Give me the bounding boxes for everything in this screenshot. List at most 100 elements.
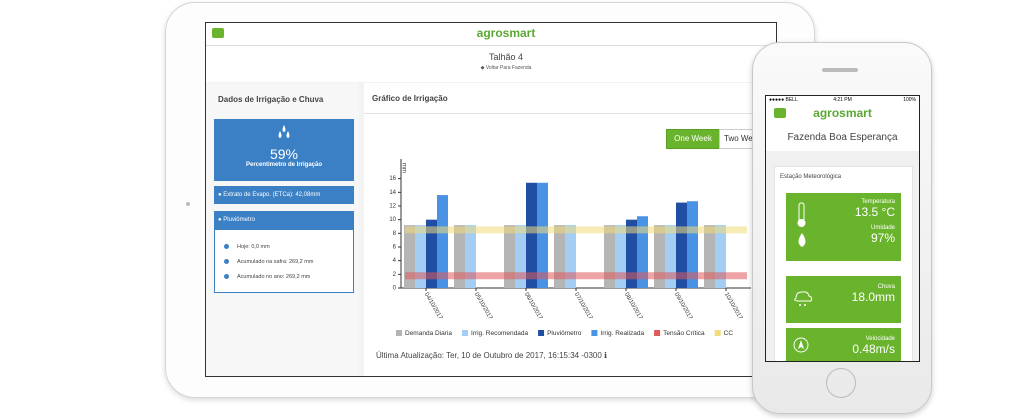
bar	[565, 225, 576, 288]
bar	[676, 202, 687, 288]
bar	[526, 182, 537, 288]
battery: 100%	[903, 97, 916, 103]
percent-value: 59%	[269, 146, 299, 162]
y-tick-label: 0	[393, 286, 397, 292]
card-label: Chuva	[877, 284, 895, 290]
chart: mm 0 2 4 6 8 10 12 14 16 04/10/2017 05/10/2017 06/10…	[389, 159, 751, 337]
card-value: 97%	[870, 231, 895, 245]
pluviometro-list	[214, 229, 354, 293]
pluviometro-item: Acumulado na safra: 269,2 mm	[224, 254, 313, 269]
item-text: Acumulado no ano: 269,2 mm	[237, 273, 311, 280]
bar	[665, 225, 676, 288]
x-tick-label: 08/10/2017	[623, 292, 644, 322]
bullet	[224, 244, 229, 249]
item-text: Hoje: 0,0 mm	[237, 243, 270, 250]
back-link[interactable]: ◆ Voltar Para Fazenda	[480, 65, 532, 71]
menu-button[interactable]	[774, 108, 786, 118]
carrier-name: BELL	[785, 97, 798, 103]
legend-swatch	[538, 330, 545, 336]
x-tick-label: 09/10/2017	[673, 292, 694, 322]
bar	[637, 216, 648, 288]
bar	[454, 225, 465, 288]
logo: agrosmart	[813, 106, 872, 120]
pluviometro-title: Pluviômetro	[223, 217, 255, 223]
last-update-text: Última Atualização: Ter, 10 de Outubro d…	[376, 351, 602, 360]
station-title: Estação Meteorológica	[780, 174, 842, 180]
pluviometro-item: Acumulado no ano: 269,2 mm	[224, 269, 313, 284]
phone-header	[766, 96, 919, 151]
item-text: Acumulado na safra: 269,2 mm	[237, 258, 314, 265]
pluviometro-header: ● Pluviômetro	[214, 211, 354, 229]
pluviometro-item: Hoje: 0,0 mm	[224, 239, 313, 254]
x-tick-label: 06/10/2017	[523, 292, 544, 322]
bar	[715, 225, 726, 288]
card-value: 13.5 °C	[854, 205, 895, 219]
card-value: 18.0mm	[851, 290, 895, 304]
legend-swatch	[654, 330, 661, 336]
back-link-text[interactable]: Voltar Para Fazenda	[485, 65, 532, 71]
x-tick-label: 07/10/2017	[573, 292, 594, 322]
percent-box: 59% Percentimetro de Irrigação	[214, 119, 354, 181]
chart-panel-title: Gráfico de Irrigação	[372, 94, 448, 103]
bar	[426, 219, 437, 288]
top-bar	[206, 23, 776, 46]
y-tick-label: 10	[389, 217, 396, 223]
legend-label: Tensão Crítica	[663, 330, 705, 337]
bar	[404, 225, 415, 288]
header	[206, 46, 776, 82]
bar	[415, 225, 426, 288]
bar	[437, 195, 448, 288]
legend-label: Irrig. Realizada	[600, 330, 644, 337]
pluviometro-items: Hoje: 0,0 mm Acumulado na safra: 269,2 mm…	[224, 239, 313, 284]
tablet-screen: agrosmart Talhão 4 ◆ Voltar Para Fazenda…	[205, 22, 777, 377]
logo: agrosmart	[476, 26, 536, 40]
home-button[interactable]	[826, 368, 856, 398]
bar	[615, 225, 626, 288]
bullet	[224, 259, 229, 264]
y-tick-label: 2	[393, 272, 397, 278]
legend-label: Pluviômetro	[547, 330, 582, 337]
phone-speaker	[822, 68, 858, 72]
card-label: Umidade	[870, 225, 895, 231]
card-label: Temperatura	[861, 199, 895, 205]
percent-label: Percentimetro de Irrigação	[245, 162, 323, 168]
bar	[554, 225, 565, 288]
legend-label: CC	[724, 330, 734, 337]
rain-icon	[794, 291, 813, 306]
bar	[465, 225, 476, 288]
legend-swatch	[396, 330, 402, 336]
tablet-camera	[186, 202, 190, 206]
y-axis-label: mm	[400, 163, 406, 173]
divider	[364, 113, 776, 114]
clock: 4:21 PM	[833, 97, 852, 103]
legend-label: Irrig. Recomendada	[471, 330, 528, 337]
y-tick-label: 14	[389, 190, 396, 196]
legend-swatch	[591, 330, 598, 336]
rain-card: Chuva 18.0mm	[786, 276, 901, 323]
card-value: 0.48m/s	[852, 342, 895, 356]
evapo-bar: ● Extrato de Evapo. (ETCa): 42,08mm	[214, 186, 354, 204]
phone-screen: ●●●●● BELL 4:21 PM 100% agrosmart Fazend…	[765, 95, 920, 362]
range-button[interactable]: One Week	[666, 129, 720, 149]
wind-card: Velocidade 0.48m/s	[786, 328, 901, 361]
bar	[626, 219, 637, 288]
bar	[704, 225, 715, 288]
legend-swatch	[461, 330, 468, 336]
menu-button[interactable]	[212, 28, 224, 38]
left-panel-title: Dados de Irrigação e Chuva	[218, 95, 324, 104]
compass-icon	[793, 337, 809, 353]
bullet	[224, 274, 229, 279]
last-update: Última Atualização: Ter, 10 de Outubro d…	[376, 351, 608, 360]
bar	[537, 182, 548, 288]
bar	[604, 225, 615, 288]
legend-label: Demanda Diaria	[405, 330, 452, 337]
temp-card: Temperatura 13.5 °C Umidade 97%	[786, 193, 901, 261]
evapo-text: Extrato de Evapo. (ETCa): 42,08mm	[223, 192, 321, 198]
bar	[504, 225, 515, 288]
y-tick-label: 8	[393, 231, 397, 237]
weather-icons	[797, 202, 806, 247]
card-label: Velocidade	[865, 336, 895, 342]
bar	[654, 225, 665, 288]
legend-swatch	[714, 330, 721, 336]
